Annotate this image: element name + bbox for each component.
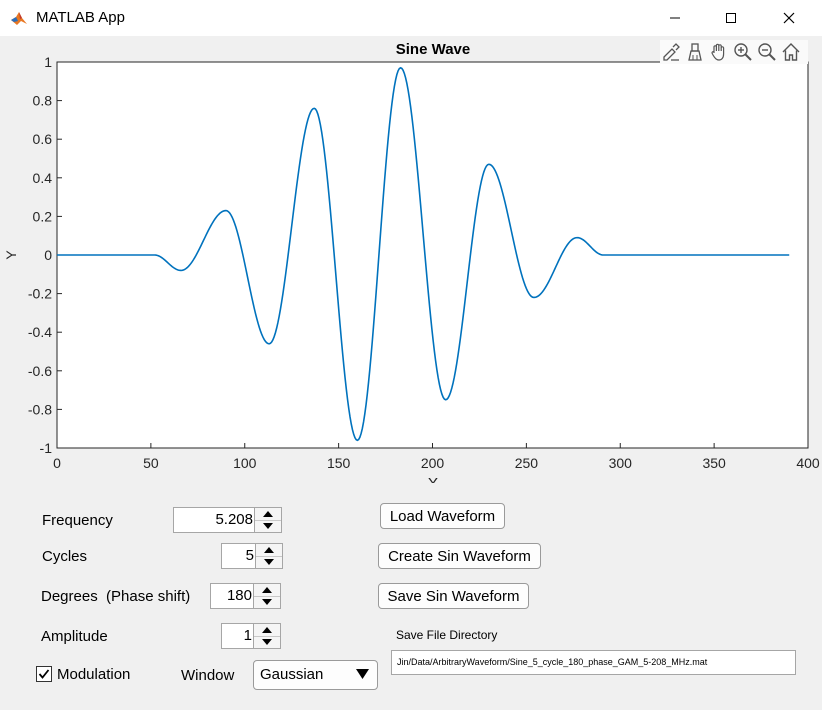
degrees-value[interactable]: 180 (226, 587, 252, 604)
x-tick-label: 400 (796, 455, 820, 471)
y-tick-label: 0.2 (33, 208, 53, 224)
home-icon[interactable] (780, 41, 802, 63)
x-tick-label: 300 (609, 455, 633, 471)
x-tick-label: 250 (515, 455, 539, 471)
chart-title: Sine Wave (396, 41, 470, 58)
modulation-checkbox[interactable] (36, 666, 52, 682)
amplitude-spinner[interactable]: 1 (221, 623, 281, 649)
frequency-spinner[interactable]: 5.208 (173, 507, 282, 533)
degrees-label: Degrees (Phase shift) (41, 588, 191, 605)
sine-wave-plot[interactable]: Sine Wave 1 0.8 0.6 0.4 0.2 0 -0.2 -0.4 -0.6 -0.8… (0, 36, 822, 483)
degrees-spinner[interactable]: 180 (210, 583, 281, 609)
caret-up-icon (262, 587, 272, 593)
caret-up-icon (263, 511, 273, 517)
increment-button[interactable] (256, 544, 282, 557)
window-label: Window (181, 667, 235, 684)
save-directory-field[interactable]: Jin/Data/ArbitraryWaveform/Sine_5_cycle_… (391, 650, 796, 675)
increment-button[interactable] (254, 584, 280, 597)
decrement-button[interactable] (254, 596, 280, 608)
amplitude-value[interactable]: 1 (243, 627, 252, 644)
x-tick-label: 50 (143, 455, 159, 471)
x-tick-label: 100 (233, 455, 257, 471)
caret-down-icon (262, 599, 272, 605)
create-sin-waveform-button[interactable]: Create Sin Waveform (378, 543, 541, 569)
maximize-icon (726, 13, 736, 23)
series-line (57, 66, 790, 442)
modulation-label[interactable]: Modulation (57, 666, 131, 683)
save-sin-waveform-button[interactable]: Save Sin Waveform (378, 583, 529, 609)
y-axis-label: Y (3, 250, 19, 260)
y-tick-label: -1 (40, 440, 53, 456)
dropdown-arrow-icon (356, 669, 369, 679)
title-bar: MATLAB App (0, 0, 822, 36)
caret-down-icon (263, 523, 273, 529)
caret-down-icon (264, 559, 274, 565)
cycles-label: Cycles (42, 548, 88, 565)
cycles-value[interactable]: 5 (245, 547, 254, 564)
checkmark-icon (38, 669, 50, 679)
increment-button[interactable] (254, 624, 280, 637)
frequency-value[interactable]: 5.208 (215, 511, 253, 528)
decrement-button[interactable] (256, 556, 282, 568)
caret-up-icon (264, 547, 274, 553)
y-tick-label: 0 (44, 247, 52, 263)
increment-button[interactable] (255, 508, 281, 521)
y-tick-label: 0.4 (33, 170, 53, 186)
window-dropdown[interactable]: Gaussian (253, 660, 378, 690)
data-cursor-icon[interactable] (684, 41, 706, 63)
amplitude-label: Amplitude (41, 628, 108, 645)
amplitude-stepper[interactable] (253, 624, 280, 648)
matlab-logo-icon (10, 9, 28, 27)
y-tick-label: -0.8 (28, 401, 52, 417)
close-button[interactable] (766, 0, 812, 36)
y-tick-label: -0.2 (28, 286, 52, 302)
window-selected-value: Gaussian (260, 666, 324, 683)
maximize-button[interactable] (708, 0, 754, 36)
y-tick-label: -0.4 (28, 324, 52, 340)
caret-down-icon (262, 639, 272, 645)
cycles-stepper[interactable] (255, 544, 282, 568)
axes-toolbar (660, 40, 808, 64)
cycles-spinner[interactable]: 5 (221, 543, 283, 569)
y-tick-label: 1 (44, 54, 52, 70)
decrement-button[interactable] (255, 520, 281, 532)
x-tick-label: 350 (702, 455, 726, 471)
save-directory-label: Save File Directory (396, 628, 498, 642)
frequency-label: Frequency (42, 512, 113, 529)
pan-hand-icon[interactable] (708, 41, 730, 63)
x-tick-label: 200 (421, 455, 445, 471)
x-axis-label: X (428, 476, 439, 483)
close-icon (783, 12, 795, 24)
load-waveform-button[interactable]: Load Waveform (380, 503, 505, 529)
y-tick-label: 0.6 (33, 131, 53, 147)
zoom-in-icon[interactable] (732, 41, 754, 63)
frequency-stepper[interactable] (254, 508, 281, 532)
decrement-button[interactable] (254, 636, 280, 648)
brush-edit-icon[interactable] (660, 41, 682, 63)
y-tick-label: -0.6 (28, 363, 52, 379)
zoom-out-icon[interactable] (756, 41, 778, 63)
minimize-button[interactable] (652, 0, 698, 36)
caret-up-icon (262, 627, 272, 633)
degrees-stepper[interactable] (253, 584, 280, 608)
minimize-icon (670, 17, 680, 19)
x-tick-label: 150 (327, 455, 351, 471)
window-title: MATLAB App (36, 9, 125, 26)
y-tick-label: 0.8 (33, 93, 53, 109)
x-tick-label: 0 (53, 455, 61, 471)
